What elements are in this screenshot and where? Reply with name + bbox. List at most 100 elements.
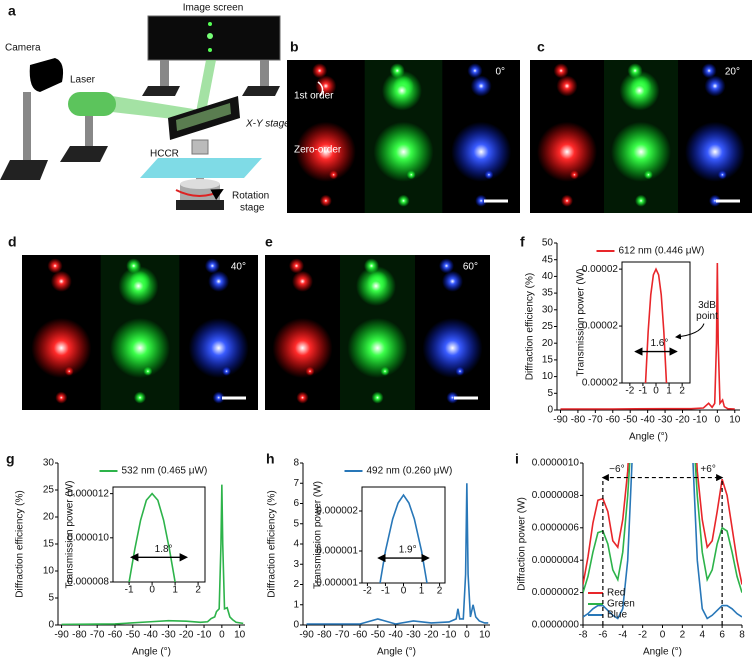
spot [208,270,230,292]
series-line [560,263,735,410]
base [0,160,48,180]
spot [569,170,579,180]
spot [31,318,92,378]
spot [295,121,356,182]
spot [475,194,488,207]
series-line [583,463,742,620]
spot [212,391,225,404]
spot [439,258,454,274]
spot [685,121,745,182]
post [23,92,31,160]
x-tick-label: 10 [234,630,246,641]
legend-label: 532 nm (0.465 μW) [122,466,208,477]
y-tick-label: 8 [293,458,299,469]
panel-label: e [265,234,273,250]
label: 1st order [294,91,334,102]
spot [371,391,384,404]
y-tick-label: 0.000010 [67,532,109,543]
x-tick-label: -50 [371,630,386,641]
x-tick-label: 0 [660,630,666,641]
angle-label: 0° [495,67,505,78]
x-tick-label: -8 [579,630,588,641]
spot [50,270,72,292]
x-tick-label: -80 [571,415,586,426]
x-tick-label: 2 [679,386,685,397]
spot [619,70,660,111]
x-tick-label: -90 [553,415,568,426]
series-line [583,463,742,593]
x-tick-label: 1 [419,586,425,597]
beam [196,60,216,112]
post [160,60,169,86]
post [191,139,209,155]
width-label: 1.8° [155,544,173,555]
x-tick-label: -20 [179,630,194,641]
panel-label: h [266,451,275,467]
inset-frame [621,261,691,384]
x-tick-label: 0 [653,386,659,397]
spot [556,75,578,97]
series-line [379,493,428,583]
y-tick-label: 0.0000008 [532,490,580,501]
x-tick-label: 2 [680,630,686,641]
spot [442,270,463,292]
y-tick-label: 30 [43,458,55,469]
y-tick-label: 7 [293,478,299,489]
spot [635,194,647,207]
spot [315,75,337,97]
rotation-stage [180,179,220,189]
series-line [306,483,489,625]
spot [319,194,332,207]
inset-frame [112,486,206,583]
x-tick-label: -70 [90,630,105,641]
spot [709,194,721,207]
callout-label: 3dB [698,300,716,311]
x-tick-label: -80 [72,630,87,641]
y-tick-label: 0.00002 [582,378,619,389]
x-tick-label: 0 [401,586,407,597]
x-tick-label: -30 [161,630,176,641]
series-line [128,492,176,582]
spot [305,366,315,376]
label: HCCR [150,149,179,160]
y-tick-label: 0 [293,620,299,631]
width-label: 1.6° [650,338,668,349]
x-tick-label: 0 [464,630,470,641]
x-tick-label: -40 [640,415,655,426]
y-tick-label: 35 [542,288,554,299]
x-tick-label: 0 [715,415,721,426]
y-tick-label: 5 [293,518,299,529]
legend-label: Red [607,588,625,599]
x-tick-label: 6 [719,630,725,641]
arrow [317,81,324,97]
x-axis-label: Angle (°) [132,647,171,658]
spot [406,170,416,180]
x-tick-label: -1 [638,386,647,397]
x-tick-label: -10 [693,415,708,426]
panel-label: f [520,234,525,250]
spot [329,170,339,180]
y-tick-label: 10 [542,371,554,382]
y-tick-label: 0.0000000 [532,620,580,631]
spot [553,63,569,79]
spot [356,266,396,306]
label: Image screen [183,3,244,14]
x-tick-label: -2 [638,630,647,641]
x-tick-label: -20 [675,415,690,426]
spot [289,258,304,274]
legend-label: 612 nm (0.446 μW) [619,246,705,257]
y-tick-label: 25 [542,321,554,332]
label: stage [240,203,265,214]
x-tick-label: 0 [219,630,225,641]
y-tick-label: 20 [43,512,55,523]
y-tick-label: 50 [542,238,554,249]
label: Camera [5,43,41,54]
spot [701,63,717,79]
base [142,86,180,96]
panel-label: c [537,39,545,55]
x-tick-label: -60 [108,630,123,641]
x-tick-label: 10 [479,630,491,641]
spot [561,194,573,207]
x-tick-label: -80 [317,630,332,641]
angle-label: 20° [725,67,740,78]
